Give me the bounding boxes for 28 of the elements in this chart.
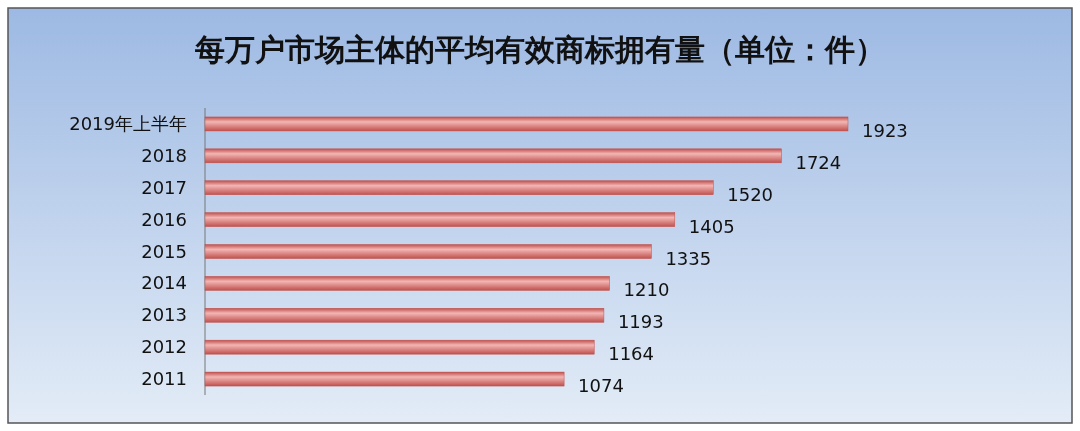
bar [204,116,849,132]
y-tick-label: 2012 [141,336,187,358]
data-label: 1520 [727,183,774,205]
data-label: 1724 [795,151,842,173]
y-tick-label: 2011 [141,368,187,390]
bar [204,244,652,259]
data-label: 1405 [688,215,735,237]
bar [204,276,610,291]
bar [204,180,714,195]
bar [204,308,605,323]
y-tick-label: 2019年上半年 [69,112,187,134]
data-label: 1164 [608,343,655,365]
y-tick-label: 2017 [141,176,187,198]
y-tick-label: 2018 [141,144,187,166]
bar [204,339,595,355]
bar [204,148,782,164]
bar [204,371,565,387]
chart-title: 每万户市场主体的平均有效商标拥有量（单位：件） [194,32,885,67]
y-tick-label: 2015 [141,240,187,262]
data-label: 1193 [617,311,664,333]
data-label: 1074 [578,375,624,397]
data-label: 1923 [862,119,908,141]
data-label: 1335 [665,247,712,269]
y-tick-label: 2014 [141,272,187,294]
y-tick-label: 2013 [141,304,187,326]
bar [204,212,676,227]
y-tick-label: 2016 [141,208,187,230]
data-label: 1210 [623,279,670,301]
